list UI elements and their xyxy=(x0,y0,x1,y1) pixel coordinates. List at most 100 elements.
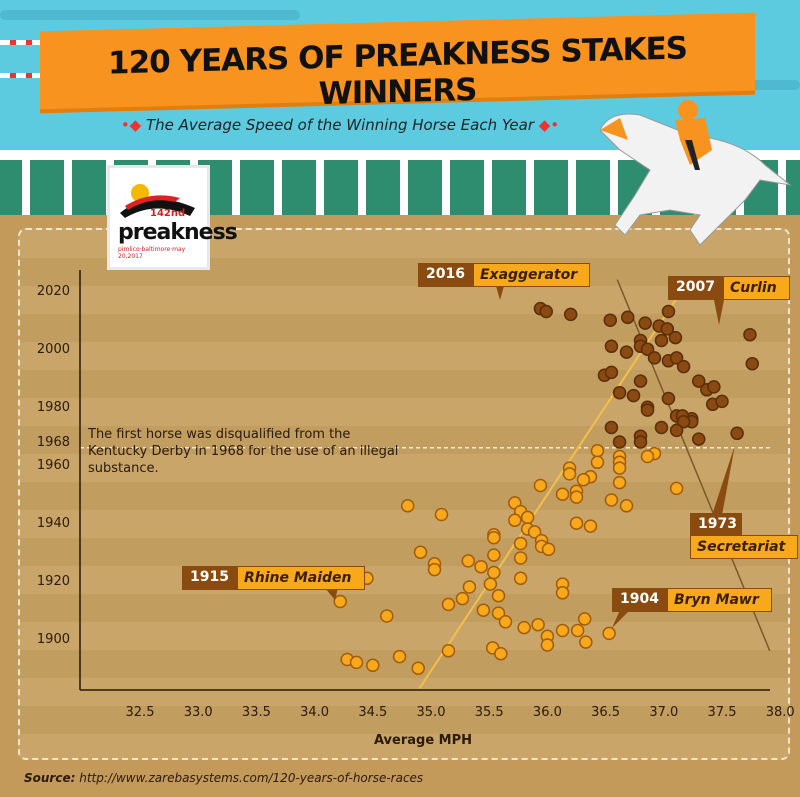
data-point xyxy=(533,478,548,493)
annotation-text: The first horse was disqualified from th… xyxy=(88,427,399,476)
label-pointer xyxy=(712,445,735,515)
data-point xyxy=(633,374,648,388)
data-point xyxy=(491,606,506,620)
data-point xyxy=(579,635,593,649)
y-tick-label: 2020 xyxy=(37,284,70,299)
data-point xyxy=(583,519,598,533)
data-point xyxy=(707,380,721,394)
data-point xyxy=(730,426,744,441)
data-point xyxy=(640,342,655,356)
data-point xyxy=(349,655,364,670)
data-point xyxy=(541,542,556,557)
data-point xyxy=(669,351,684,365)
data-point xyxy=(604,493,619,507)
fence-post xyxy=(400,155,408,215)
x-tick-label: 34.5 xyxy=(358,705,387,720)
data-point xyxy=(555,586,570,600)
data-point xyxy=(400,499,415,513)
x-tick-label: 35.5 xyxy=(475,705,504,720)
data-point xyxy=(461,554,475,568)
x-tick-label: 37.0 xyxy=(649,705,678,720)
logo-text: preakness xyxy=(118,220,238,245)
logo-subtext: pimlico·baltimore·may 20,2017 xyxy=(118,246,186,260)
data-point xyxy=(555,623,570,638)
label-pointer xyxy=(714,300,724,325)
data-point xyxy=(413,545,428,559)
x-tick-label: 36.5 xyxy=(591,705,620,720)
data-point xyxy=(513,571,528,586)
data-point xyxy=(569,490,584,504)
label-pointer xyxy=(325,588,338,600)
data-point xyxy=(638,316,652,330)
data-point xyxy=(498,615,513,629)
data-point xyxy=(441,597,456,612)
fence-post xyxy=(484,155,492,215)
subtitle-text: The Average Speed of the Winning Horse E… xyxy=(145,116,534,134)
data-point xyxy=(474,559,488,574)
y-tick-label: 1968 xyxy=(37,435,70,450)
data-point xyxy=(604,339,619,354)
rail-decoration xyxy=(0,73,50,78)
y-tick-label: 1960 xyxy=(37,458,70,473)
y-tick-label: 1940 xyxy=(37,516,70,531)
data-point xyxy=(392,649,407,664)
data-point xyxy=(483,577,498,591)
data-point xyxy=(563,307,578,322)
fence-post xyxy=(64,155,72,215)
data-point xyxy=(654,333,669,348)
data-point xyxy=(427,562,442,577)
label-year: 2007 xyxy=(668,276,723,300)
data-point xyxy=(691,374,706,388)
label-name: Exaggerator xyxy=(472,263,591,287)
fence-post xyxy=(442,155,450,215)
data-point xyxy=(669,481,684,496)
label-name: Bryn Mawr xyxy=(666,588,772,612)
fence-post xyxy=(358,155,366,215)
fence-post xyxy=(274,155,282,215)
data-point xyxy=(661,391,676,406)
source-label: Source: xyxy=(24,771,76,785)
data-point xyxy=(654,420,669,435)
data-point xyxy=(577,612,592,626)
x-tick-label: 36.0 xyxy=(533,705,562,720)
y-tick-label: 1920 xyxy=(37,574,70,589)
fence-post xyxy=(232,155,240,215)
data-point xyxy=(626,388,641,403)
source-url: http://www.zarebasystems.com/120-years-o… xyxy=(79,771,424,785)
data-point xyxy=(612,435,627,449)
data-point xyxy=(434,507,449,522)
data-point xyxy=(640,449,655,464)
data-point xyxy=(668,330,683,345)
data-point xyxy=(531,617,545,632)
label-name: Secretariat xyxy=(690,535,799,559)
data-point xyxy=(487,565,501,580)
highlight-label-rhine-maiden: 1915 Rhine Maiden xyxy=(182,566,365,590)
source-citation: Source: http://www.zarebasystems.com/120… xyxy=(24,771,423,785)
data-point xyxy=(661,304,676,319)
highlight-label-secretariat: 1973 Secretariat xyxy=(690,513,799,561)
data-point xyxy=(590,455,605,470)
data-point xyxy=(715,394,729,409)
data-point xyxy=(602,626,616,641)
x-tick-label: 33.0 xyxy=(184,705,213,720)
x-tick-label: 38.0 xyxy=(766,705,795,720)
highlight-label-curlin: 2007 Curlin xyxy=(668,276,790,300)
data-point xyxy=(455,591,470,606)
x-tick-label: 32.5 xyxy=(126,705,155,720)
data-point xyxy=(527,525,542,539)
data-point xyxy=(555,487,570,501)
data-point xyxy=(576,472,591,487)
data-point xyxy=(491,588,506,603)
rail-decoration xyxy=(0,40,50,45)
logo-number: 142nd xyxy=(150,208,186,219)
label-year: 1904 xyxy=(612,588,667,612)
data-point xyxy=(640,403,655,417)
fence-post xyxy=(610,155,618,215)
label-year: 1973 xyxy=(690,513,742,535)
data-point xyxy=(604,420,619,435)
fence-post xyxy=(568,155,576,215)
data-point xyxy=(743,327,757,342)
chart-panel xyxy=(18,228,790,760)
data-point xyxy=(494,646,508,661)
